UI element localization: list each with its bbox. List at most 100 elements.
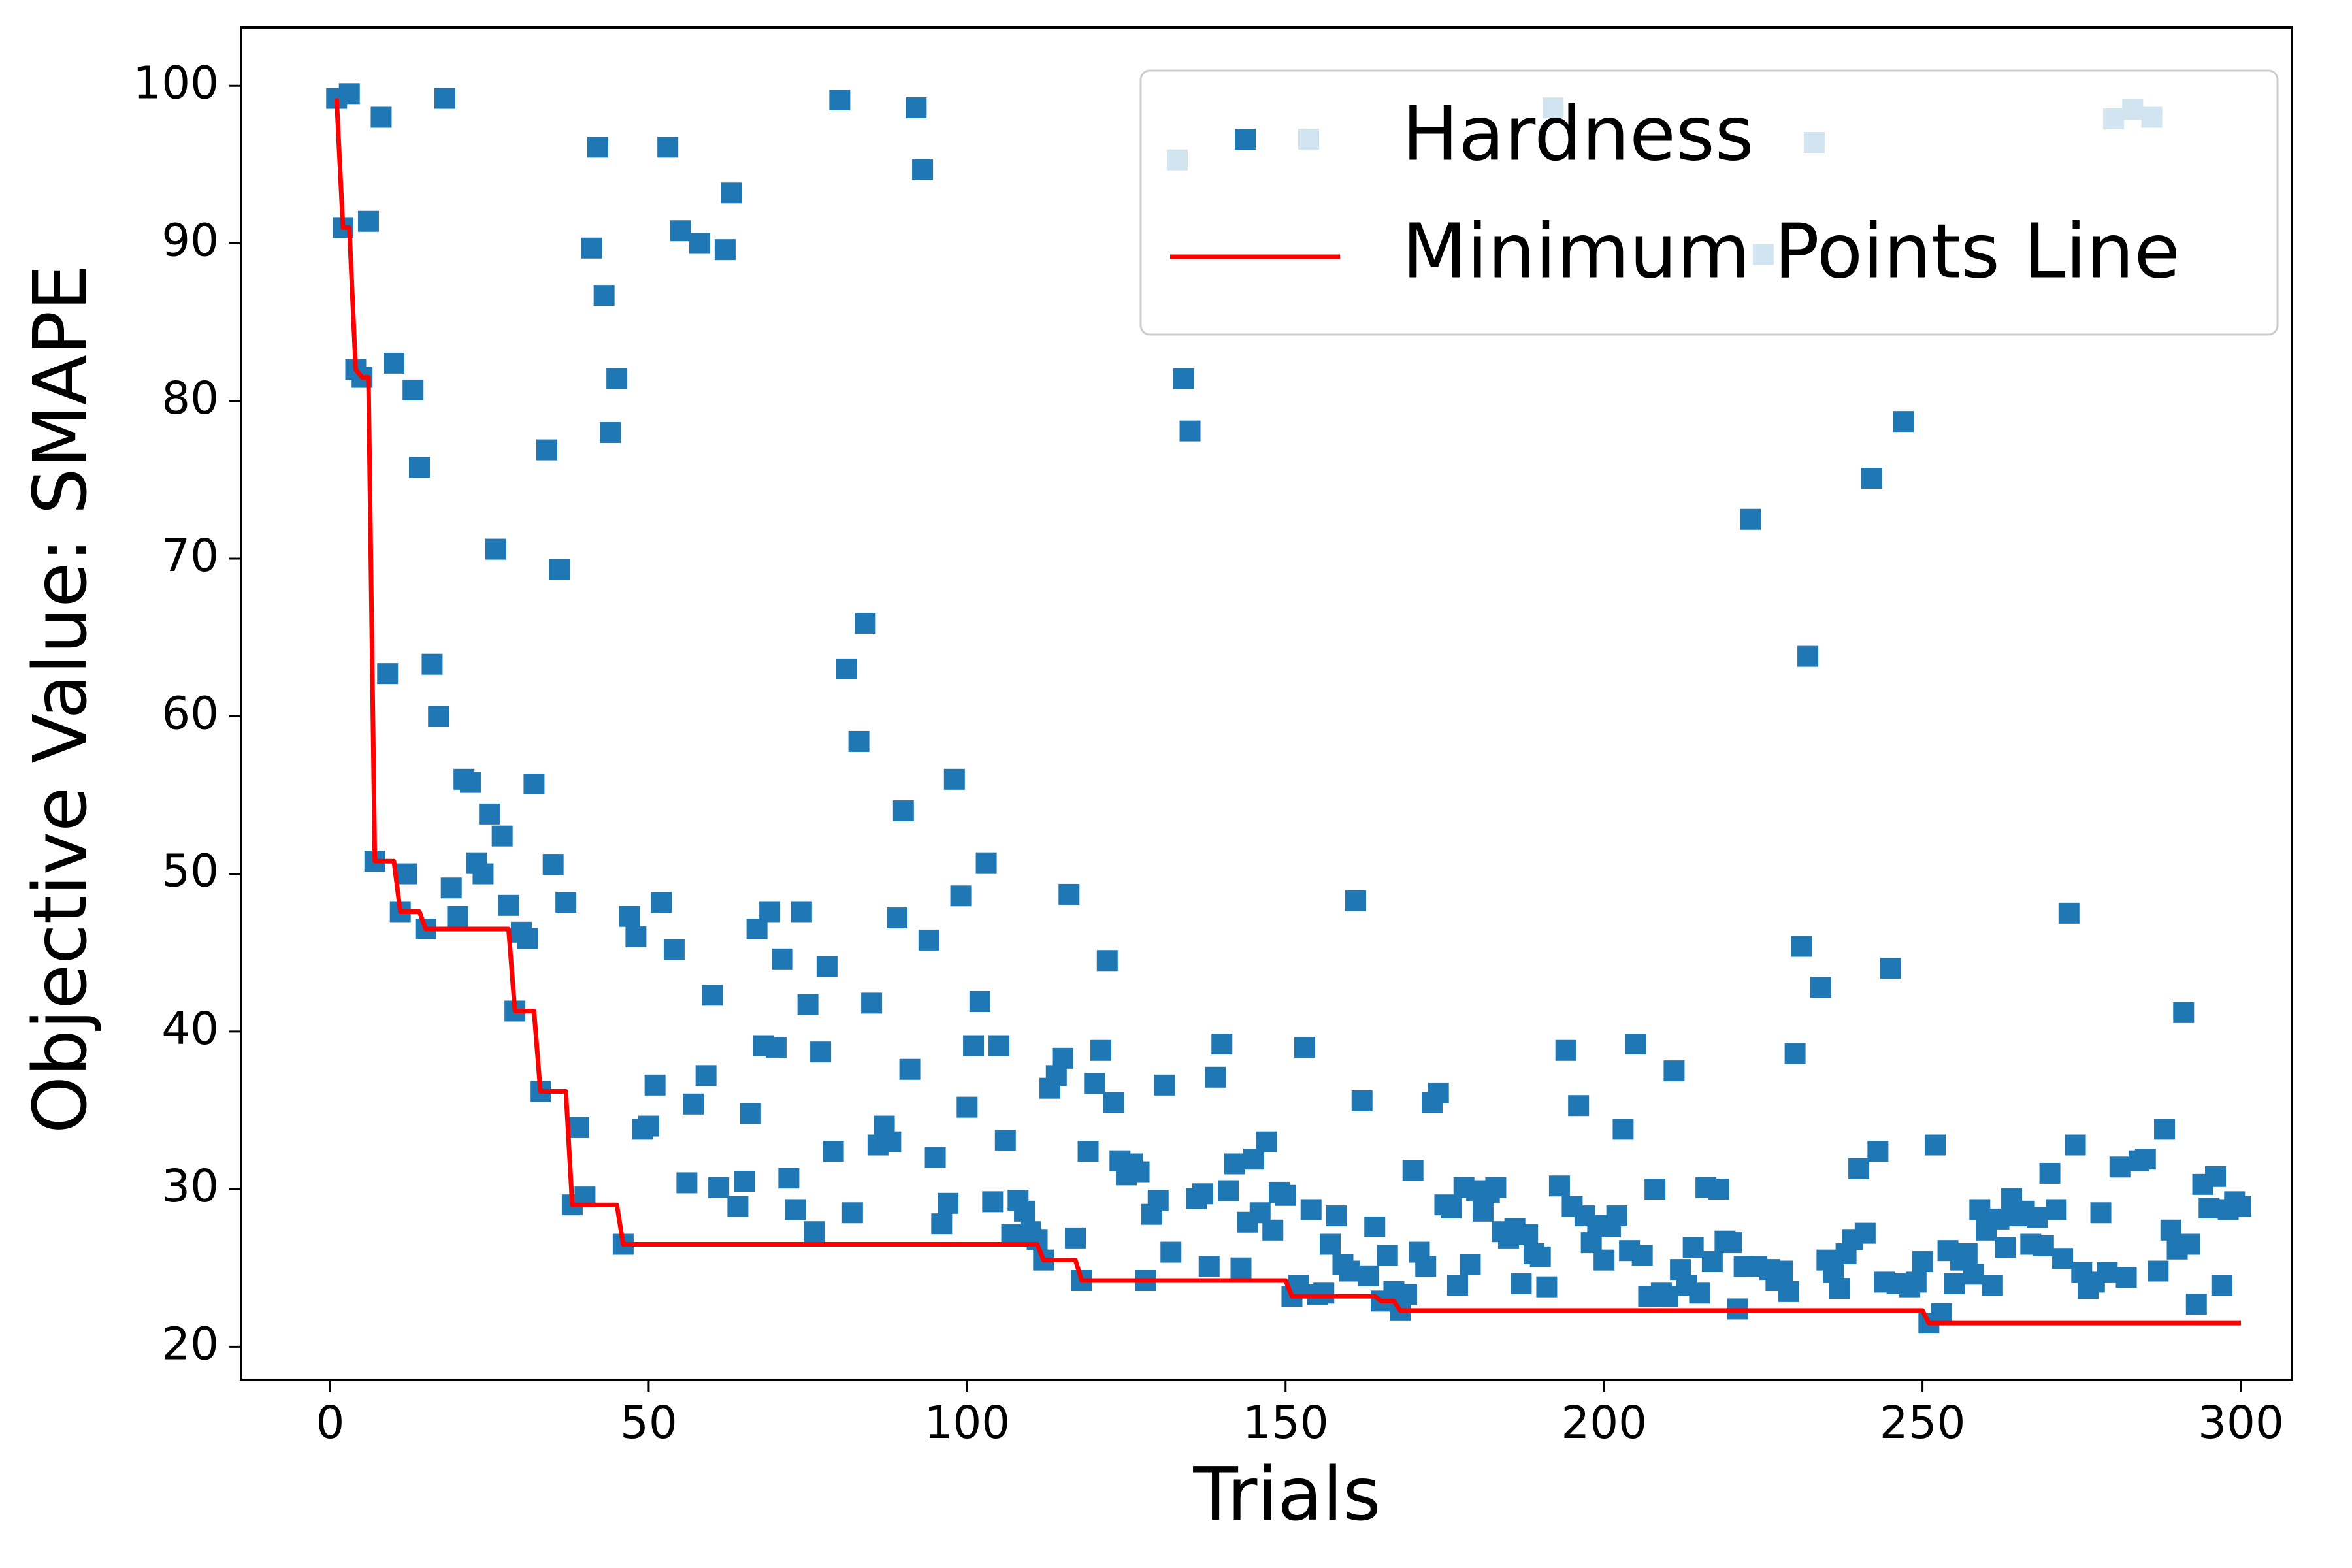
point xyxy=(2033,1235,2054,1256)
point xyxy=(396,863,417,885)
point xyxy=(848,730,870,752)
point xyxy=(1084,1073,1105,1094)
point xyxy=(1160,1241,1182,1263)
point xyxy=(581,237,602,259)
point xyxy=(1778,1281,1799,1302)
point xyxy=(1090,1039,1112,1061)
point xyxy=(1995,1237,2016,1258)
point xyxy=(1606,1205,1627,1227)
point xyxy=(988,1035,1010,1056)
point xyxy=(2134,1149,2156,1170)
point xyxy=(593,285,615,306)
y-tick-label: 70 xyxy=(161,530,219,582)
point xyxy=(1555,1039,1576,1061)
point xyxy=(600,422,621,444)
point xyxy=(1147,1189,1169,1211)
x-tick-label: 100 xyxy=(924,1397,1010,1449)
point xyxy=(1791,936,1812,957)
point xyxy=(804,1221,825,1243)
point xyxy=(1721,1232,1742,1254)
y-tick-label: 20 xyxy=(161,1318,219,1370)
point xyxy=(734,1171,755,1192)
point xyxy=(1829,1278,1850,1299)
point xyxy=(683,1093,704,1115)
point xyxy=(1529,1246,1551,1267)
point xyxy=(829,89,851,110)
x-tick-label: 300 xyxy=(2198,1397,2284,1449)
point xyxy=(1848,1158,1870,1179)
point xyxy=(1198,1256,1220,1277)
point xyxy=(1485,1177,1507,1198)
point xyxy=(459,772,481,793)
point xyxy=(2160,1219,2181,1241)
point xyxy=(1402,1160,1424,1181)
point xyxy=(370,106,392,128)
point xyxy=(421,653,443,675)
point xyxy=(402,379,424,400)
point xyxy=(670,220,691,242)
plot-frame xyxy=(240,26,2293,1381)
point xyxy=(823,1141,844,1162)
point xyxy=(523,774,545,795)
point xyxy=(880,1131,902,1152)
point xyxy=(1784,1043,1806,1064)
point xyxy=(714,239,736,261)
x-axis-label: Trials xyxy=(1192,1452,1380,1537)
point xyxy=(727,1196,749,1217)
point xyxy=(1052,1047,1073,1069)
point xyxy=(1631,1245,1653,1266)
point xyxy=(1460,1254,1481,1275)
x-tick-label: 250 xyxy=(1880,1397,1966,1449)
point xyxy=(485,538,506,560)
x-tick-label: 0 xyxy=(316,1397,345,1449)
point xyxy=(1536,1276,1558,1298)
point xyxy=(651,891,672,913)
point xyxy=(1256,1131,1277,1152)
point xyxy=(1612,1119,1634,1140)
point xyxy=(1313,1282,1335,1304)
point xyxy=(383,352,404,374)
point xyxy=(1001,1224,1022,1246)
point xyxy=(1014,1200,1036,1222)
point xyxy=(1982,1275,2003,1296)
point xyxy=(810,1041,832,1063)
point xyxy=(1377,1245,1398,1266)
point xyxy=(1517,1224,1539,1246)
point xyxy=(765,1036,787,1058)
point xyxy=(1644,1179,1666,1200)
point xyxy=(1179,420,1201,442)
point xyxy=(568,1117,589,1138)
point xyxy=(816,956,838,977)
point xyxy=(1511,1273,1532,1294)
point xyxy=(676,1172,698,1194)
point xyxy=(1058,883,1080,905)
point xyxy=(695,1065,717,1086)
point xyxy=(797,994,819,1015)
point xyxy=(1625,1034,1646,1055)
point xyxy=(2046,1199,2067,1220)
point xyxy=(2173,1002,2195,1023)
point xyxy=(2154,1119,2176,1140)
y-axis-label: Objective Value: SMAPE xyxy=(18,265,103,1134)
point xyxy=(536,439,557,461)
point xyxy=(772,948,793,970)
point xyxy=(491,825,513,847)
point xyxy=(1192,1183,1214,1205)
point xyxy=(1128,1161,1150,1183)
y-tick-label: 30 xyxy=(161,1160,219,1213)
point xyxy=(1861,468,1882,489)
point xyxy=(479,803,500,825)
point xyxy=(1663,1060,1685,1082)
point xyxy=(1065,1227,1086,1249)
point xyxy=(2115,1267,2137,1288)
point xyxy=(887,907,908,929)
point xyxy=(1912,1251,1933,1273)
point xyxy=(357,210,379,232)
point xyxy=(1396,1284,1417,1305)
point xyxy=(721,182,742,204)
y-tick-label: 60 xyxy=(161,687,219,740)
point xyxy=(1326,1205,1347,1227)
y-tick-label: 50 xyxy=(161,845,219,898)
point xyxy=(1701,1251,1723,1273)
